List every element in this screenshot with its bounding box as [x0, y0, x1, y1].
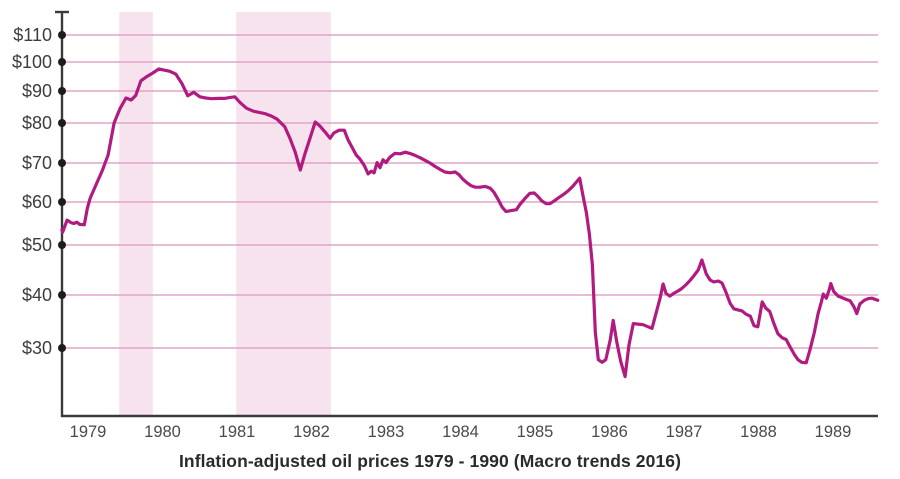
- x-tick-label: 1979: [70, 423, 107, 441]
- x-tick-label: 1985: [517, 423, 554, 441]
- x-tick-label: 1981: [219, 423, 256, 441]
- y-tick-label: $50: [22, 235, 52, 255]
- x-tick-label: 1983: [368, 423, 405, 441]
- y-tick-label: $60: [22, 192, 52, 212]
- x-tick-label: 1989: [815, 423, 852, 441]
- y-tick-label: $90: [22, 81, 52, 101]
- chart-caption: Inflation-adjusted oil prices 1979 - 199…: [178, 451, 682, 471]
- y-tick-label: $100: [12, 52, 52, 72]
- x-tick-label: 1987: [666, 423, 703, 441]
- x-tick-label: 1982: [293, 423, 330, 441]
- x-tick-label: 1984: [442, 423, 479, 441]
- y-tick-label: $40: [22, 285, 52, 305]
- chart-canvas: $110 $100 $90 $80 $70 $60 $50 $40 $30 1979 1980 198…: [12, 10, 880, 441]
- x-tick-label: 1986: [591, 423, 628, 441]
- x-tick-label: 1988: [740, 423, 777, 441]
- y-tick-label: $30: [22, 338, 52, 358]
- x-tick-label: 1980: [144, 423, 181, 441]
- y-tick-label: $70: [22, 153, 52, 173]
- y-tick-label: $110: [13, 25, 52, 45]
- y-tick-label: $80: [22, 113, 52, 133]
